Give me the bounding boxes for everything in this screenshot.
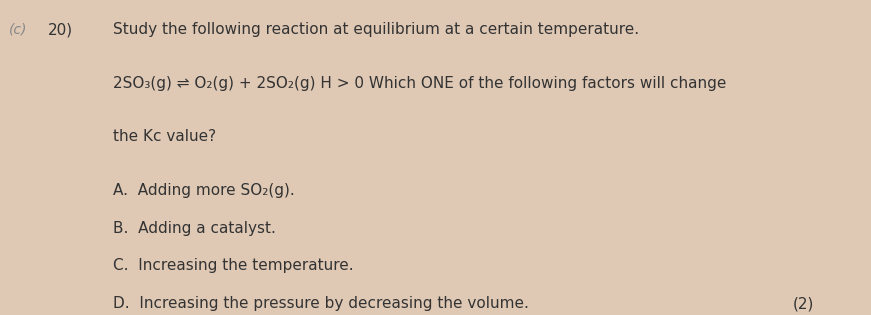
Text: (c): (c) <box>9 22 27 36</box>
Text: D.  Increasing the pressure by decreasing the volume.: D. Increasing the pressure by decreasing… <box>113 296 529 311</box>
Text: 2SO₃(g) ⇌ O₂(g) + 2SO₂(g) H > 0 Which ONE of the following factors will change: 2SO₃(g) ⇌ O₂(g) + 2SO₂(g) H > 0 Which ON… <box>113 76 726 91</box>
Text: (2): (2) <box>793 296 814 311</box>
Text: C.  Increasing the temperature.: C. Increasing the temperature. <box>113 258 354 273</box>
Text: Study the following reaction at equilibrium at a certain temperature.: Study the following reaction at equilibr… <box>113 22 639 37</box>
Text: A.  Adding more SO₂(g).: A. Adding more SO₂(g). <box>113 183 295 198</box>
Text: B.  Adding a catalyst.: B. Adding a catalyst. <box>113 220 276 236</box>
Text: the Kc value?: the Kc value? <box>113 129 216 144</box>
Text: 20): 20) <box>48 22 73 37</box>
